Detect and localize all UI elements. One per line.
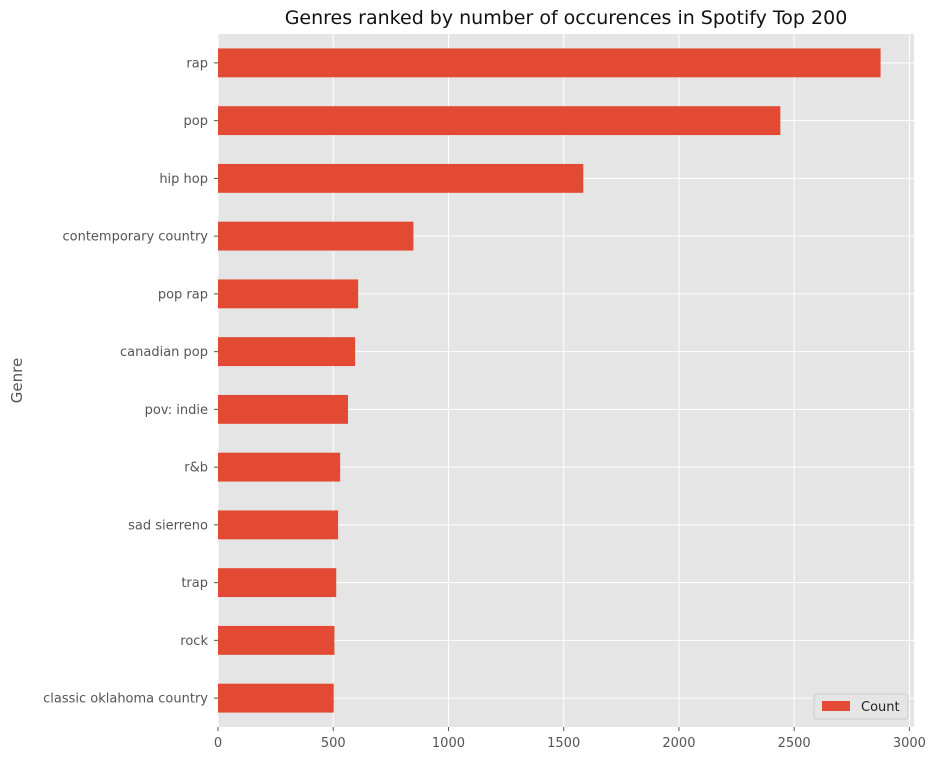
bar (218, 163, 584, 193)
y-axis-label: Genre (8, 358, 26, 403)
y-tick-label: r&b (184, 461, 208, 476)
bar (218, 452, 341, 482)
y-tick-label: trap (181, 576, 208, 591)
y-tick-labels: rap pop hip hop contemporary country pop rap… (43, 56, 218, 707)
bar (218, 279, 359, 309)
y-tick-label: sad sierreno (128, 518, 208, 533)
x-tick-label: 2500 (778, 736, 811, 751)
bar (218, 625, 335, 655)
x-tick-label: 0 (214, 736, 222, 751)
y-tick-label: rock (180, 634, 208, 649)
bars (218, 48, 881, 713)
bar (218, 221, 414, 251)
bar (218, 337, 356, 367)
legend-box (813, 693, 909, 720)
x-tick-label: 3000 (893, 736, 926, 751)
bar (218, 568, 337, 598)
bar (218, 510, 339, 540)
y-tick-label: pop (184, 114, 208, 129)
bar (218, 48, 881, 78)
x-tick-label: 500 (321, 736, 346, 751)
bar (218, 106, 781, 136)
x-tick-label: 1000 (432, 736, 465, 751)
x-tick-label: 2000 (662, 736, 695, 751)
y-tick-label: pov: indie (145, 403, 208, 418)
y-tick-label: rap (186, 56, 208, 71)
x-tick-labels: 0 500 1000 1500 2000 2500 3000 (214, 727, 926, 751)
chart-title: Genres ranked by number of occurences in… (285, 7, 848, 29)
x-tick-label: 1500 (547, 736, 580, 751)
y-tick-label: hip hop (159, 172, 208, 187)
legend-swatch (822, 701, 850, 711)
bar (218, 683, 334, 713)
y-tick-label: canadian pop (120, 345, 208, 360)
plot-area (218, 34, 914, 727)
legend: Count (813, 693, 909, 720)
y-tick-label: contemporary country (62, 230, 208, 245)
bar (218, 394, 348, 424)
y-tick-label: pop rap (158, 287, 208, 302)
y-tick-label: classic oklahoma country (43, 692, 208, 707)
legend-label: Count (861, 700, 900, 715)
